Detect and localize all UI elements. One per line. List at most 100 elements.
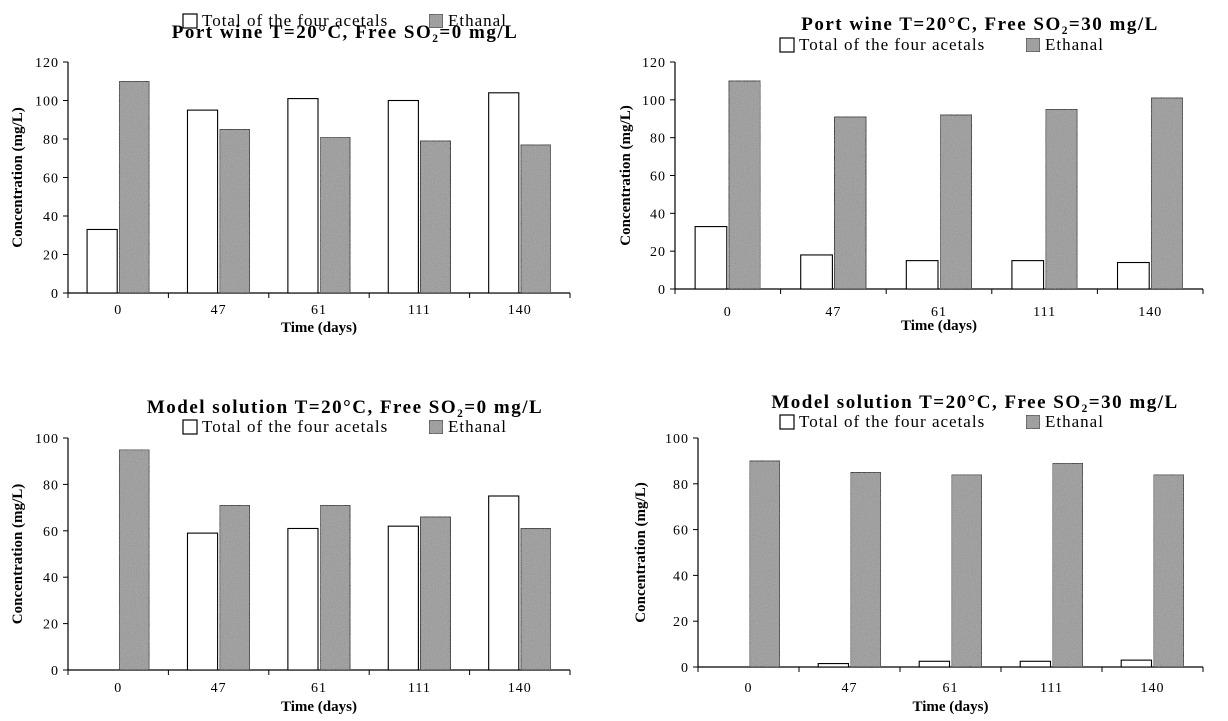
legend-swatch-ethanal xyxy=(428,13,444,29)
x-tick-label: 61 xyxy=(943,681,959,696)
chart-panel-4: Model solution T=20°C, Free SO₂=30 mg/LT… xyxy=(633,392,1204,715)
x-tick-label: 47 xyxy=(842,681,858,696)
x-tick-label: 111 xyxy=(408,681,431,696)
chart-panel-3: Model solution T=20°C, Free SO₂=0 mg/LTo… xyxy=(10,397,571,715)
y-tick-label: 60 xyxy=(43,525,59,540)
bar-ethanal-140 xyxy=(520,527,552,671)
y-tick-label: 40 xyxy=(673,569,689,584)
y-tick-label: 0 xyxy=(658,283,666,298)
y-tick-label: 20 xyxy=(43,618,59,633)
legend-label-acetals: Total of the four acetals xyxy=(799,412,985,431)
legend-label-ethanal: Ethanal xyxy=(1045,412,1104,431)
bar-ethanal-61 xyxy=(319,504,351,671)
x-tick-label: 140 xyxy=(1141,681,1165,696)
legend-swatch-acetals xyxy=(182,13,198,29)
bar-ethanal-111 xyxy=(419,516,452,671)
bar-ethanal-111 xyxy=(419,140,452,294)
y-tick-label: 60 xyxy=(673,524,689,539)
bar-ethanal-0 xyxy=(118,80,150,294)
chart-panel-2: Port wine T=20°C, Free SO₂=30 mg/LTotal … xyxy=(618,14,1204,334)
legend-swatch-ethanal xyxy=(1025,37,1041,53)
y-axis-label: Concentration (mg/L) xyxy=(633,482,649,622)
y-tick-label: 20 xyxy=(673,615,689,630)
bar-ethanal-0 xyxy=(748,460,781,668)
y-tick-label: 0 xyxy=(51,287,59,302)
legend-label-acetals: Total of the four acetals xyxy=(202,417,388,436)
x-tick-label: 111 xyxy=(1033,305,1056,320)
y-tick-label: 80 xyxy=(650,132,666,147)
bar-ethanal-61 xyxy=(950,474,983,668)
y-tick-label: 0 xyxy=(681,661,689,676)
bar-acetals-140 xyxy=(1116,261,1150,290)
bar-acetals-47 xyxy=(817,663,850,668)
bar-ethanal-47 xyxy=(849,471,882,668)
y-tick-label: 40 xyxy=(43,210,59,225)
y-tick-label: 100 xyxy=(642,94,666,109)
bar-ethanal-0 xyxy=(118,449,150,671)
legend-label-ethanal: Ethanal xyxy=(1045,35,1104,54)
bar-acetals-61 xyxy=(905,260,939,290)
legend-swatch-ethanal xyxy=(1025,414,1041,430)
bar-acetals-47 xyxy=(186,532,219,671)
bar-ethanal-111 xyxy=(1051,462,1084,668)
bar-acetals-47 xyxy=(186,109,219,294)
chart-title: Port wine T=20°C, Free SO₂=30 mg/L xyxy=(801,14,1159,35)
y-tick-label: 80 xyxy=(673,478,689,493)
bar-ethanal-47 xyxy=(833,116,867,290)
x-tick-label: 61 xyxy=(311,681,327,696)
bar-acetals-111 xyxy=(387,99,419,294)
bar-acetals-111 xyxy=(387,525,419,671)
x-tick-label: 0 xyxy=(114,681,122,696)
bar-ethanal-47 xyxy=(219,128,251,294)
bar-acetals-111 xyxy=(1011,260,1045,290)
y-tick-label: 40 xyxy=(650,207,666,222)
bar-ethanal-140 xyxy=(520,144,552,294)
x-tick-label: 140 xyxy=(508,681,532,696)
y-tick-label: 100 xyxy=(35,95,59,110)
x-tick-label: 140 xyxy=(508,303,532,318)
x-tick-label: 111 xyxy=(408,303,431,318)
legend-label-acetals: Total of the four acetals xyxy=(202,11,388,30)
chart-title: Model solution T=20°C, Free SO₂=30 mg/L xyxy=(771,392,1178,413)
y-tick-label: 120 xyxy=(35,56,59,71)
bar-ethanal-61 xyxy=(319,136,351,294)
bar-acetals-140 xyxy=(488,92,520,294)
x-tick-label: 0 xyxy=(724,305,732,320)
x-axis-label: Time (days) xyxy=(913,699,989,715)
bar-acetals-61 xyxy=(287,98,319,294)
x-axis-label: Time (days) xyxy=(281,699,357,715)
y-tick-label: 40 xyxy=(43,571,59,586)
bar-acetals-0 xyxy=(86,228,118,294)
x-tick-label: 61 xyxy=(311,303,327,318)
legend-label-ethanal: Ethanal xyxy=(448,11,507,30)
y-tick-label: 20 xyxy=(43,249,59,264)
bar-ethanal-61 xyxy=(939,114,973,290)
bar-acetals-0 xyxy=(694,226,728,290)
legend-swatch-ethanal xyxy=(428,419,444,435)
y-tick-label: 60 xyxy=(650,170,666,185)
y-tick-label: 120 xyxy=(642,56,666,71)
x-tick-label: 61 xyxy=(931,305,947,320)
y-tick-label: 80 xyxy=(43,133,59,148)
y-axis-label: Concentration (mg/L) xyxy=(10,107,26,247)
bar-ethanal-140 xyxy=(1150,97,1184,290)
x-axis-label: Time (days) xyxy=(901,318,977,334)
y-tick-label: 100 xyxy=(665,432,689,447)
x-tick-label: 0 xyxy=(745,681,753,696)
y-axis-label: Concentration (mg/L) xyxy=(10,484,26,624)
y-tick-label: 60 xyxy=(43,172,59,187)
bar-acetals-47 xyxy=(800,254,833,290)
legend-label-acetals: Total of the four acetals xyxy=(799,35,985,54)
x-tick-label: 47 xyxy=(211,303,227,318)
legend-swatch-acetals xyxy=(779,37,795,53)
x-tick-label: 47 xyxy=(825,305,841,320)
y-tick-label: 100 xyxy=(35,432,59,447)
bar-acetals-111 xyxy=(1019,660,1052,668)
y-tick-label: 0 xyxy=(51,664,59,679)
bar-ethanal-47 xyxy=(219,504,251,671)
y-tick-label: 80 xyxy=(43,478,59,493)
x-tick-label: 47 xyxy=(211,681,227,696)
legend-swatch-acetals xyxy=(182,419,198,435)
